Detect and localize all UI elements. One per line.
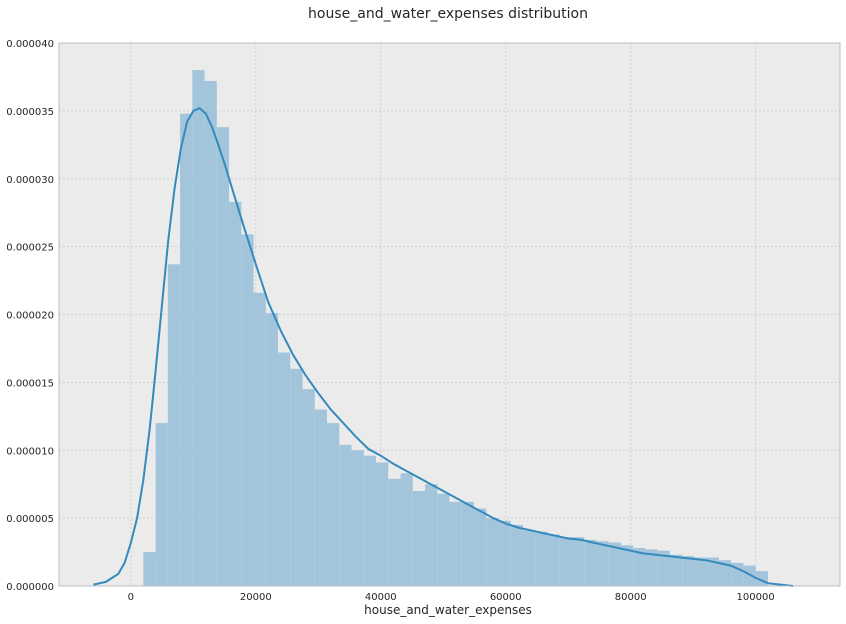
histogram-bar [376, 462, 389, 586]
chart-title: house_and_water_expenses distribution [308, 6, 588, 22]
x-tick-label: 0 [128, 592, 134, 603]
y-tick-label: 0.000000 [6, 582, 54, 593]
histogram-bar [314, 409, 328, 586]
histogram-bar [388, 478, 401, 586]
kde-line [93, 107, 794, 587]
histogram-bar [192, 70, 205, 586]
histogram-bar [498, 520, 511, 586]
histogram-bar [731, 562, 744, 586]
histogram-bar [669, 554, 683, 586]
x-axis-label: house_and_water_expenses [364, 603, 532, 617]
histogram-bar [559, 537, 572, 586]
x-tick-label: 60000 [490, 592, 522, 603]
histogram-bar [265, 313, 279, 586]
y-tick-label: 0.000020 [6, 311, 54, 322]
histogram-bar [608, 542, 621, 586]
x-tick-label: 80000 [615, 592, 647, 603]
histogram-bar [425, 484, 438, 586]
histogram-bar [253, 292, 266, 586]
histogram-bar [351, 450, 364, 586]
histogram-bar [449, 501, 462, 586]
x-axis-ticks: 0 20000 40000 60000 80000 100000 [128, 592, 775, 603]
y-tick-label: 0.000010 [6, 446, 54, 457]
histogram-bar [706, 557, 719, 586]
histogram-bar [522, 530, 536, 586]
y-axis-ticks: 0.000000 0.000005 0.000010 0.000015 0.000020… [6, 39, 54, 593]
y-tick-label: 0.000025 [6, 243, 54, 254]
histogram-bar [486, 518, 499, 586]
y-tick-label: 0.000040 [6, 39, 54, 50]
y-tick-label: 0.000005 [6, 514, 54, 525]
histogram-bar [633, 547, 646, 586]
histogram-bar [584, 539, 597, 586]
histogram-bar [412, 490, 426, 586]
histogram-bar [400, 473, 413, 586]
plot-frame [58, 42, 841, 587]
histogram-bar [547, 534, 560, 586]
histogram-bar [278, 352, 291, 586]
histogram-bar [302, 389, 315, 586]
x-tick-label: 40000 [365, 592, 397, 603]
histogram-bar [535, 531, 548, 586]
x-tick-label: 20000 [240, 592, 272, 603]
y-tick-label: 0.000015 [6, 378, 54, 389]
histogram-bar [339, 444, 352, 586]
histogram-bar [155, 423, 168, 586]
histogram-bar [596, 541, 609, 586]
histogram-bar [620, 545, 634, 586]
histogram-bar [204, 81, 217, 586]
histogram-bar [241, 234, 254, 586]
histogram-bar [290, 368, 303, 586]
histogram-bar [694, 557, 707, 586]
histogram-bar [216, 127, 230, 586]
histogram-bars [143, 70, 768, 586]
y-tick-label: 0.000030 [6, 175, 54, 186]
histogram-bar [743, 565, 756, 586]
histogram-bar [229, 201, 242, 586]
histogram-bar [645, 549, 658, 586]
histogram-bar [363, 455, 377, 586]
histogram-bar [657, 550, 670, 586]
y-tick-label: 0.000035 [6, 107, 54, 118]
histogram-bar [461, 501, 474, 586]
histogram-bar [510, 524, 523, 586]
histogram-bar [327, 423, 340, 586]
histogram-bar [682, 556, 695, 586]
histogram-bar [180, 113, 193, 586]
histogram-bar [473, 508, 487, 586]
histogram-bar [143, 552, 156, 586]
histogram-bar [571, 537, 585, 586]
histogram-bar [718, 560, 732, 586]
histogram-bar [167, 264, 181, 586]
x-tick-label: 100000 [737, 592, 775, 603]
histogram-bar [437, 493, 450, 586]
